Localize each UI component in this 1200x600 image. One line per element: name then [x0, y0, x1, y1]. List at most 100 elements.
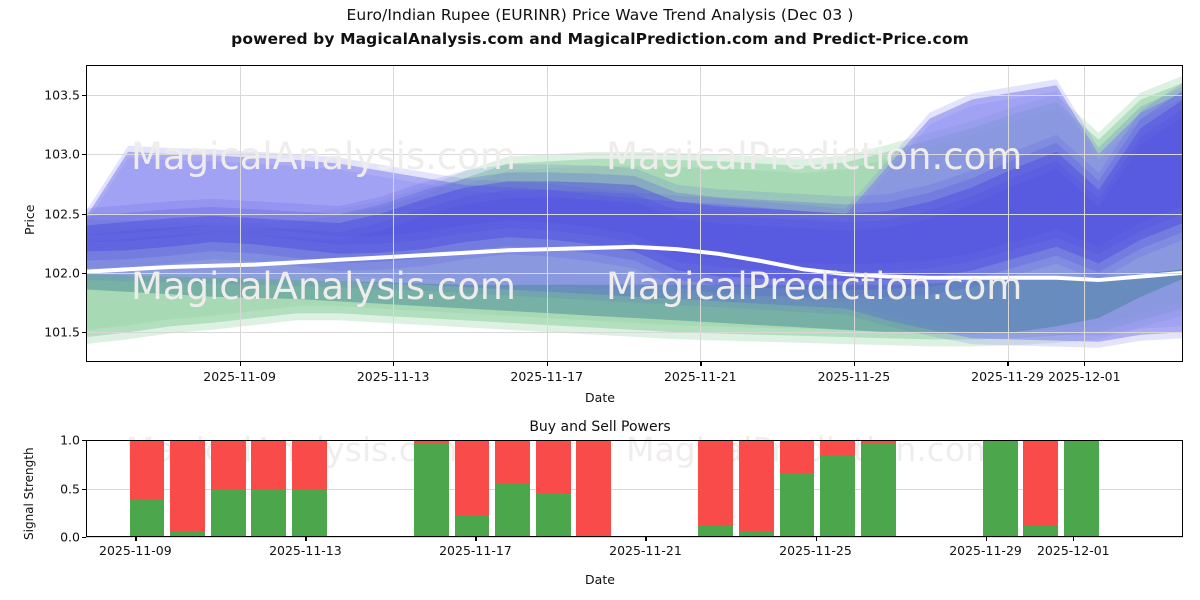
price-gridline-v-3	[700, 65, 702, 362]
signal-y-tickmark	[82, 537, 86, 539]
band-teal-overlay	[86, 269, 1183, 334]
price-y-tickmark	[82, 332, 86, 334]
buy-power-bar[interactable]	[210, 489, 246, 537]
sell-power-bar[interactable]	[251, 440, 287, 490]
signal-x-tick: 2025-12-01	[1036, 543, 1110, 558]
signal-y-tick: 0.0	[60, 529, 80, 545]
price-x-tick: 2025-11-13	[356, 369, 430, 384]
buy-power-bar[interactable]	[779, 473, 815, 537]
signal-x-tick: 2025-11-13	[269, 543, 342, 558]
buy-power-bar[interactable]	[1064, 440, 1099, 537]
page-subtitle: powered by MagicalAnalysis.com and Magic…	[231, 30, 969, 48]
price-gridline-v-4	[853, 65, 855, 362]
price-axis-frame	[86, 65, 1183, 362]
buy-power-bar[interactable]	[535, 493, 571, 537]
signal-gridline-h-0	[86, 537, 1183, 538]
sell-power-bar[interactable]	[820, 440, 856, 455]
sell-power-bar[interactable]	[170, 440, 205, 533]
price-center-line	[86, 244, 1183, 283]
price-chart-panel: MagicalAnalysis.com MagicalPrediction.com…	[86, 65, 1183, 362]
band-blue-inner-4	[86, 82, 1183, 265]
price-gridline-v-5	[1007, 65, 1009, 362]
sell-power-bar[interactable]	[413, 440, 449, 443]
buy-power-bar[interactable]	[495, 483, 530, 537]
price-y-tickmark	[82, 154, 86, 156]
signal-x-tickmark	[815, 537, 817, 541]
sell-power-bar[interactable]	[779, 440, 815, 474]
buy-power-bar[interactable]	[820, 454, 856, 537]
band-blue-inner-2	[86, 90, 1183, 273]
buy-power-bar[interactable]	[698, 526, 734, 537]
price-x-tickmark	[853, 362, 856, 366]
signal-axis-frame	[86, 440, 1183, 537]
buy-power-bar[interactable]	[292, 489, 327, 537]
sell-power-bar[interactable]	[454, 440, 490, 516]
sell-power-bar[interactable]	[738, 440, 774, 532]
price-x-tick: 2025-11-25	[817, 369, 891, 384]
signal-x-tick: 2025-11-21	[609, 543, 682, 558]
price-bands-svg	[86, 75, 1183, 348]
sell-power-bar[interactable]	[210, 440, 246, 490]
signal-y-tickmark	[82, 440, 86, 442]
price-y-tick: 103.0	[44, 146, 80, 162]
signal-x-tickmark	[985, 537, 987, 541]
buy-power-bar[interactable]	[129, 500, 165, 537]
buy-power-bar[interactable]	[982, 440, 1018, 537]
sell-power-bar[interactable]	[129, 440, 165, 501]
signal-x-tickmark	[135, 537, 137, 541]
signal-x-tick: 2025-11-09	[99, 543, 172, 558]
price-gridline-h-3	[86, 154, 1183, 156]
buy-power-bar[interactable]	[860, 442, 896, 537]
price-gridline-v-1	[393, 65, 395, 362]
signal-chart-title: Buy and Sell Powers	[529, 419, 671, 435]
signal-x-tick: 2025-11-17	[439, 543, 512, 558]
price-x-tick: 2025-11-29	[971, 369, 1044, 384]
price-x-tickmark	[546, 362, 548, 366]
sell-power-bar[interactable]	[495, 440, 530, 484]
band-blue-outer-2	[86, 79, 1183, 336]
price-y-axis-label: Price	[22, 204, 37, 236]
band-blue-inner-5	[86, 116, 1183, 299]
signal-x-tickmark	[645, 537, 647, 541]
price-x-axis-label: Date	[585, 390, 615, 405]
buy-power-bar[interactable]	[170, 532, 205, 538]
band-blue-inner	[86, 99, 1183, 282]
buy-power-bar[interactable]	[738, 531, 774, 537]
price-y-tickmark	[82, 272, 86, 275]
price-x-tickmark	[393, 362, 395, 366]
buy-power-bar[interactable]	[454, 515, 490, 537]
signal-x-tickmark	[1073, 537, 1075, 541]
sell-power-bar[interactable]	[698, 440, 734, 527]
buy-power-bar[interactable]	[413, 442, 449, 537]
price-x-tickmark	[1084, 362, 1086, 366]
sell-power-bar[interactable]	[292, 440, 327, 490]
sell-power-bar[interactable]	[535, 440, 571, 494]
price-gridline-v-6	[1084, 65, 1086, 362]
page-title: Euro/Indian Rupee (EURINR) Price Wave Tr…	[346, 6, 854, 24]
price-gridline-h-2	[86, 213, 1183, 215]
price-gridline-h-1	[86, 272, 1183, 274]
band-blue-outer-3	[86, 91, 1183, 348]
price-x-tickmark	[700, 362, 702, 366]
price-y-tick: 102.0	[44, 265, 80, 281]
price-x-tickmark	[239, 362, 241, 366]
buy-power-bar[interactable]	[251, 489, 287, 537]
signal-y-tick: 0.5	[60, 481, 80, 496]
sell-power-bar[interactable]	[860, 440, 896, 443]
signal-x-tickmark	[475, 537, 477, 541]
band-blue-inner-3	[86, 108, 1183, 291]
signal-x-tickmark	[305, 537, 307, 541]
price-gridline-h-4	[86, 94, 1183, 96]
price-x-tickmark	[1007, 362, 1009, 366]
price-x-tick: 2025-11-09	[203, 369, 276, 384]
price-x-tick: 2025-11-21	[663, 369, 737, 384]
price-y-tick: 102.5	[44, 206, 80, 221]
signal-y-axis-label: Signal Strength	[22, 447, 36, 540]
price-y-tickmark	[82, 213, 86, 215]
sell-power-bar[interactable]	[1023, 440, 1059, 527]
buy-power-bar[interactable]	[1023, 526, 1059, 537]
sell-power-bar[interactable]	[576, 440, 612, 537]
price-y-tickmark	[82, 94, 86, 96]
